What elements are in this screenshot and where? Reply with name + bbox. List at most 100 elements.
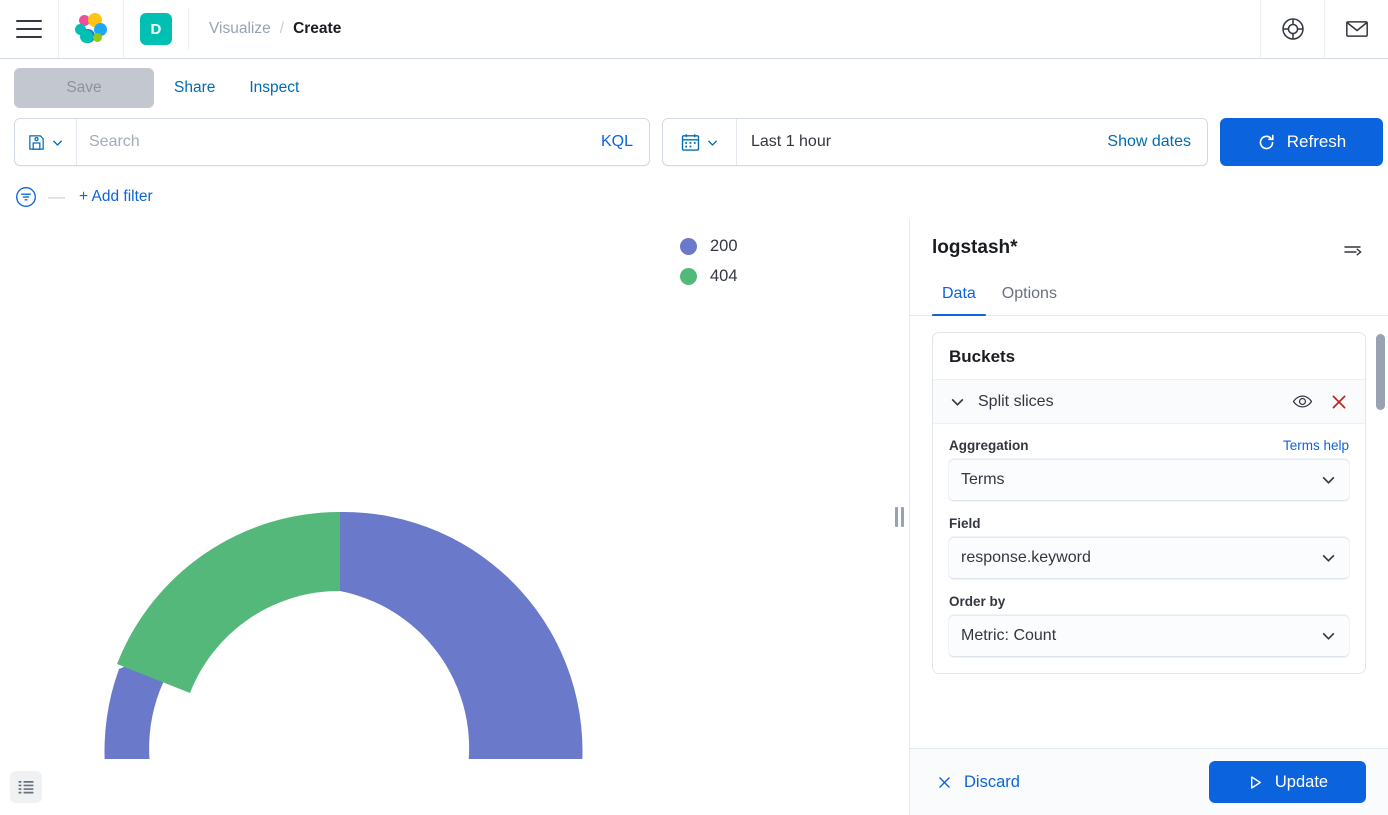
app-toolbar: Save Share Inspect (0, 59, 1388, 117)
buckets-card: Buckets Split slices (932, 332, 1366, 674)
close-x-icon[interactable] (1329, 392, 1349, 412)
breadcrumb-item-create[interactable]: Create (293, 20, 342, 37)
divider (188, 8, 189, 50)
legend-item-200[interactable]: 200 (680, 237, 738, 256)
chevron-down-icon[interactable] (51, 136, 64, 149)
refresh-label: Refresh (1286, 132, 1347, 151)
field-select[interactable]: response.keyword (949, 537, 1349, 579)
filter-separator: — (48, 187, 65, 206)
editor-header: logstash* (910, 219, 1388, 263)
legend-toggle-button[interactable] (10, 771, 42, 803)
save-floppy-icon[interactable] (27, 133, 46, 152)
chevron-down-icon[interactable] (706, 136, 719, 149)
play-icon (1247, 774, 1264, 791)
order-by-label-row: Order by (949, 594, 1349, 609)
hamburger-menu-icon[interactable] (16, 20, 42, 38)
aggregation-select-value: Terms (961, 470, 1005, 488)
inspect-button[interactable]: Inspect (235, 71, 313, 105)
help-icon[interactable] (1280, 16, 1306, 42)
query-language-button[interactable]: KQL (600, 133, 633, 150)
field-select-value: response.keyword (961, 548, 1091, 566)
refresh-button[interactable]: Refresh (1220, 118, 1383, 166)
legend-item-404[interactable]: 404 (680, 267, 738, 286)
aggregation-group: Aggregation Terms help Terms (949, 438, 1349, 501)
save-button[interactable]: Save (14, 68, 154, 108)
chevron-down-icon[interactable] (1320, 627, 1337, 644)
global-nav-left: D Visualize / Create (0, 0, 341, 58)
help-button[interactable] (1260, 0, 1324, 58)
editor-scrollbar-thumb[interactable] (1376, 334, 1385, 410)
date-quick-menu-button[interactable] (663, 119, 737, 165)
refresh-icon (1257, 133, 1276, 152)
main-content: 200 404 (0, 219, 1388, 815)
saved-query-menu-button[interactable] (15, 119, 77, 165)
legend-item-label: 200 (710, 237, 738, 255)
editor-scroll-area: Buckets Split slices (910, 316, 1388, 748)
drag-handle-icon[interactable] (894, 507, 904, 527)
elastic-home-button[interactable] (59, 0, 124, 58)
breadcrumb: Visualize / Create (189, 20, 341, 38)
calendar-icon[interactable] (680, 132, 701, 153)
chevron-down-icon[interactable] (949, 393, 966, 410)
update-button[interactable]: Update (1209, 761, 1366, 803)
aggregation-label: Aggregation (949, 438, 1029, 453)
tab-data[interactable]: Data (932, 277, 986, 316)
chart-container: 200 404 (0, 219, 889, 815)
field-label-row: Field (949, 516, 1349, 531)
filter-options-icon[interactable] (14, 185, 38, 209)
order-by-select[interactable]: Metric: Count (949, 615, 1349, 657)
chart-legend: 200 404 (680, 237, 738, 286)
editor-tabs: Data Options (910, 277, 1388, 316)
avatar[interactable]: D (140, 13, 172, 45)
breadcrumb-item-visualize[interactable]: Visualize (209, 20, 271, 37)
share-button[interactable]: Share (160, 71, 229, 105)
pie-slice-200[interactable] (104, 511, 583, 759)
field-label: Field (949, 516, 981, 531)
elastic-logo-icon (75, 13, 107, 45)
aggregation-select[interactable]: Terms (949, 459, 1349, 501)
eye-icon[interactable] (1292, 391, 1313, 412)
order-by-group: Order by Metric: Count (949, 594, 1349, 657)
bucket-form: Aggregation Terms help Terms (933, 424, 1365, 673)
global-nav: D Visualize / Create (0, 0, 1388, 59)
split-slices-actions (1292, 391, 1349, 412)
breadcrumb-separator: / (279, 20, 285, 37)
news-feed-icon[interactable] (1344, 16, 1370, 42)
panel-resizer[interactable] (889, 219, 909, 815)
pie-slice-404[interactable] (117, 511, 340, 693)
legend-item-label: 404 (710, 267, 738, 285)
search-input[interactable] (77, 119, 585, 165)
close-x-icon (936, 774, 953, 791)
tab-options[interactable]: Options (1001, 285, 1057, 302)
order-by-label: Order by (949, 594, 1006, 609)
legend-color-swatch (680, 268, 697, 285)
update-label: Update (1274, 772, 1329, 791)
editor-footer: Discard Update (910, 748, 1388, 815)
legend-color-swatch (680, 238, 697, 255)
space-avatar-button[interactable]: D (124, 0, 188, 58)
split-slices-row[interactable]: Split slices (933, 379, 1365, 424)
show-dates-button[interactable]: Show dates (1107, 133, 1191, 150)
discard-button[interactable]: Discard (932, 765, 1024, 800)
donut-chart[interactable] (0, 219, 889, 759)
filter-bar: — + Add filter (0, 175, 1388, 219)
buckets-card-title: Buckets (949, 347, 1016, 366)
visualization-area: 200 404 (0, 219, 889, 815)
news-feed-button[interactable] (1324, 0, 1388, 58)
discard-label: Discard (964, 772, 1020, 791)
chevron-down-icon[interactable] (1320, 471, 1337, 488)
editor-scrollbar[interactable] (1376, 334, 1385, 694)
nav-menu-button[interactable] (0, 0, 59, 58)
aggregation-label-row: Aggregation Terms help (949, 438, 1349, 453)
index-pattern-title: logstash* (932, 237, 1018, 258)
chevron-down-icon[interactable] (1320, 549, 1337, 566)
search-bar: KQL (14, 118, 650, 166)
terms-help-link[interactable]: Terms help (1282, 438, 1349, 453)
collapse-panel-icon[interactable] (1340, 237, 1366, 263)
legend-list-icon[interactable] (17, 778, 35, 796)
add-filter-button[interactable]: + Add filter (79, 188, 153, 205)
date-range-display[interactable]: Last 1 hour (751, 133, 832, 150)
field-group: Field response.keyword (949, 516, 1349, 579)
query-bar: KQL (0, 117, 1388, 175)
